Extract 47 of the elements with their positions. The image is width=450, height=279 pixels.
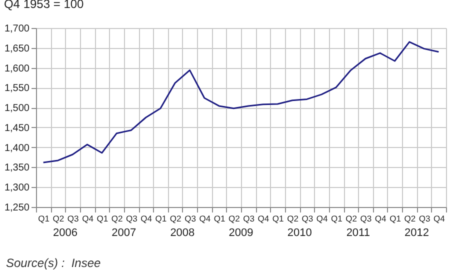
x-tick-label: Q2 (346, 214, 358, 224)
y-tick-label: 1,400 (4, 142, 30, 154)
y-tick-label: 1,250 (4, 202, 30, 214)
text: 2009 (228, 227, 254, 239)
x-tick-label: Q1 (38, 214, 50, 224)
x-tick-label: Q2 (52, 214, 64, 224)
y-tick-label: 1,350 (4, 162, 30, 174)
x-tick-label: Q3 (418, 214, 430, 224)
source-note: Source(s) : Insee (6, 256, 101, 270)
x-tick-label: Q2 (287, 214, 299, 224)
x-tick-label: Q4 (199, 214, 211, 224)
x-tick-label: Q2 (111, 214, 123, 224)
text: 2006 (53, 227, 78, 239)
text: 2007 (112, 227, 136, 239)
x-tick-label: Q3 (67, 214, 80, 224)
x-tick-label: Q4 (434, 214, 446, 224)
text: 2008 (170, 227, 195, 239)
text: 2010 (287, 227, 312, 239)
x-tick-label: Q4 (374, 214, 387, 224)
text: 2012 (404, 227, 429, 239)
x-tick-label: Q3 (243, 214, 255, 224)
x-tick-label: Q1 (272, 214, 284, 224)
y-tick-label: 1,300 (4, 182, 30, 194)
x-tick-label: Q2 (170, 214, 182, 224)
x-tick-label: Q4 (140, 214, 152, 224)
x-tick-label: Q2 (404, 214, 416, 224)
x-tick-label: Q3 (126, 214, 138, 224)
text: 2011 (346, 227, 370, 239)
x-tick-label: Q1 (390, 214, 402, 224)
x-tick-label: Q4 (258, 214, 270, 224)
y-tick-label: 1,650 (4, 43, 30, 54)
x-tick-label: Q3 (184, 214, 196, 224)
x-tick-label: Q4 (316, 214, 328, 224)
y-tick-label: 1,450 (4, 122, 30, 134)
x-tick-label: Q3 (302, 214, 314, 224)
x-tick-label: Q1 (331, 214, 343, 224)
line-series (42, 41, 440, 164)
x-tick-label: Q2 (228, 214, 240, 224)
x-tick-label: Q1 (155, 214, 167, 224)
x-tick-label: Q3 (360, 214, 372, 224)
y-tick-label: 1,600 (4, 63, 30, 74)
x-tick-label: Q1 (214, 214, 226, 224)
y-tick-label: 1,500 (4, 103, 30, 114)
x-tick-label: Q1 (96, 214, 108, 224)
x-tick-label: Q4 (82, 214, 94, 224)
y-tick-label: 1,550 (4, 83, 30, 94)
y-tick-label: 1,700 (4, 24, 30, 34)
